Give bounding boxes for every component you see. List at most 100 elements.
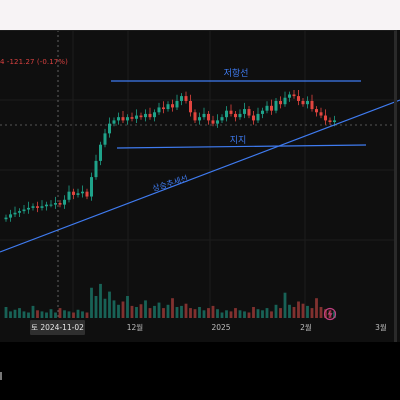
candle-body xyxy=(76,193,80,195)
x-tick-label: 2025 xyxy=(211,323,230,332)
candle-body xyxy=(85,191,89,197)
lightning-bolt-icon[interactable] xyxy=(323,307,337,321)
candle-body xyxy=(54,203,57,205)
candle-body xyxy=(148,113,152,118)
volume-bar xyxy=(220,312,224,318)
candle-body xyxy=(202,113,206,118)
volume-bar xyxy=(18,308,21,318)
bottom-bar xyxy=(0,342,400,400)
volume-bar xyxy=(301,303,305,318)
candle-body xyxy=(189,100,192,113)
volume-bar xyxy=(333,311,336,318)
x-tick-label: 2월 xyxy=(300,322,312,332)
volume-bar xyxy=(31,305,35,318)
volume-bar xyxy=(270,311,273,318)
candle-body xyxy=(13,212,17,215)
candle-body xyxy=(58,203,62,205)
uptrend-line xyxy=(0,99,400,253)
candle-body xyxy=(18,211,21,213)
candle-body xyxy=(36,206,39,208)
volume-bar xyxy=(49,309,53,318)
scroll-marker[interactable] xyxy=(0,372,2,380)
volume-bar xyxy=(4,307,8,318)
candle-body xyxy=(22,209,26,212)
browser-top-strip xyxy=(0,0,400,30)
volume-bar xyxy=(247,312,251,318)
candle-body xyxy=(166,104,170,110)
volume-bar xyxy=(9,311,12,318)
volume-bar xyxy=(58,308,62,318)
volume-bar xyxy=(238,310,242,318)
volume-bar xyxy=(180,305,183,318)
volume-bar xyxy=(243,311,246,318)
volume-bar xyxy=(279,308,282,318)
candle-body xyxy=(211,120,215,124)
candle-body xyxy=(252,115,255,121)
volume-bar xyxy=(189,308,192,318)
volume-bar xyxy=(229,311,233,318)
volume-bar xyxy=(175,307,179,318)
volume-bar xyxy=(148,308,152,318)
alert-icon-group[interactable] xyxy=(323,307,337,321)
candle-body xyxy=(310,100,314,110)
volume-bar xyxy=(256,309,260,318)
volume-bar xyxy=(216,309,219,318)
x-tick-label: 12월 xyxy=(127,322,144,332)
candle-body xyxy=(135,115,138,119)
candle-body xyxy=(243,109,246,114)
volume-bar xyxy=(265,308,269,318)
volume-bars xyxy=(4,283,336,318)
volume-bar xyxy=(45,312,48,318)
candle-body xyxy=(99,144,102,161)
x-tick-label: 3월 xyxy=(375,322,387,332)
candle-body xyxy=(63,199,66,205)
candle-body xyxy=(72,191,75,195)
candle-body xyxy=(117,117,120,121)
candle-body xyxy=(27,207,30,210)
volume-bar xyxy=(198,307,201,318)
candle-body xyxy=(81,191,84,194)
volume-bar xyxy=(292,307,296,318)
volume-bar xyxy=(36,310,39,318)
volume-bar xyxy=(153,305,156,318)
volume-bar xyxy=(310,308,314,318)
grid-lines xyxy=(0,30,397,318)
volume-bar xyxy=(306,305,309,318)
candle-body xyxy=(90,177,93,197)
candle-body xyxy=(130,117,134,119)
chart-panel[interactable] xyxy=(0,30,400,342)
lightning-bolt-glyph xyxy=(327,309,333,319)
volume-bar xyxy=(90,287,93,318)
candle-body xyxy=(184,96,188,101)
volume-bar xyxy=(94,296,98,318)
volume-bar xyxy=(76,309,80,318)
candle-body xyxy=(31,206,35,208)
volume-bar xyxy=(283,292,287,318)
candle-body xyxy=(328,120,332,123)
volume-bar xyxy=(202,310,206,318)
candle-body xyxy=(49,204,53,206)
volume-bar xyxy=(171,298,174,318)
candle-body xyxy=(292,94,296,97)
candle-body xyxy=(247,109,251,116)
support-line xyxy=(116,144,367,149)
volume-bar xyxy=(81,311,84,318)
price-change-readout: 4 -121.27 (-0.17%) xyxy=(0,58,68,66)
candle-body xyxy=(274,100,278,111)
crosshair-date-label: 토 2024-11-02 xyxy=(30,320,85,335)
volume-bar xyxy=(67,311,71,318)
candle-body xyxy=(171,104,174,108)
volume-bar xyxy=(22,311,26,318)
volume-bar xyxy=(121,301,125,318)
volume-bar xyxy=(13,309,17,318)
candle-body xyxy=(126,117,129,121)
candle-body xyxy=(94,160,98,178)
candle-body xyxy=(121,117,125,121)
volume-bar xyxy=(297,301,300,318)
volume-bar xyxy=(27,312,30,318)
volume-bar xyxy=(162,308,165,318)
volume-bar xyxy=(225,310,228,318)
volume-bar xyxy=(288,304,291,318)
volume-bar xyxy=(40,311,44,318)
